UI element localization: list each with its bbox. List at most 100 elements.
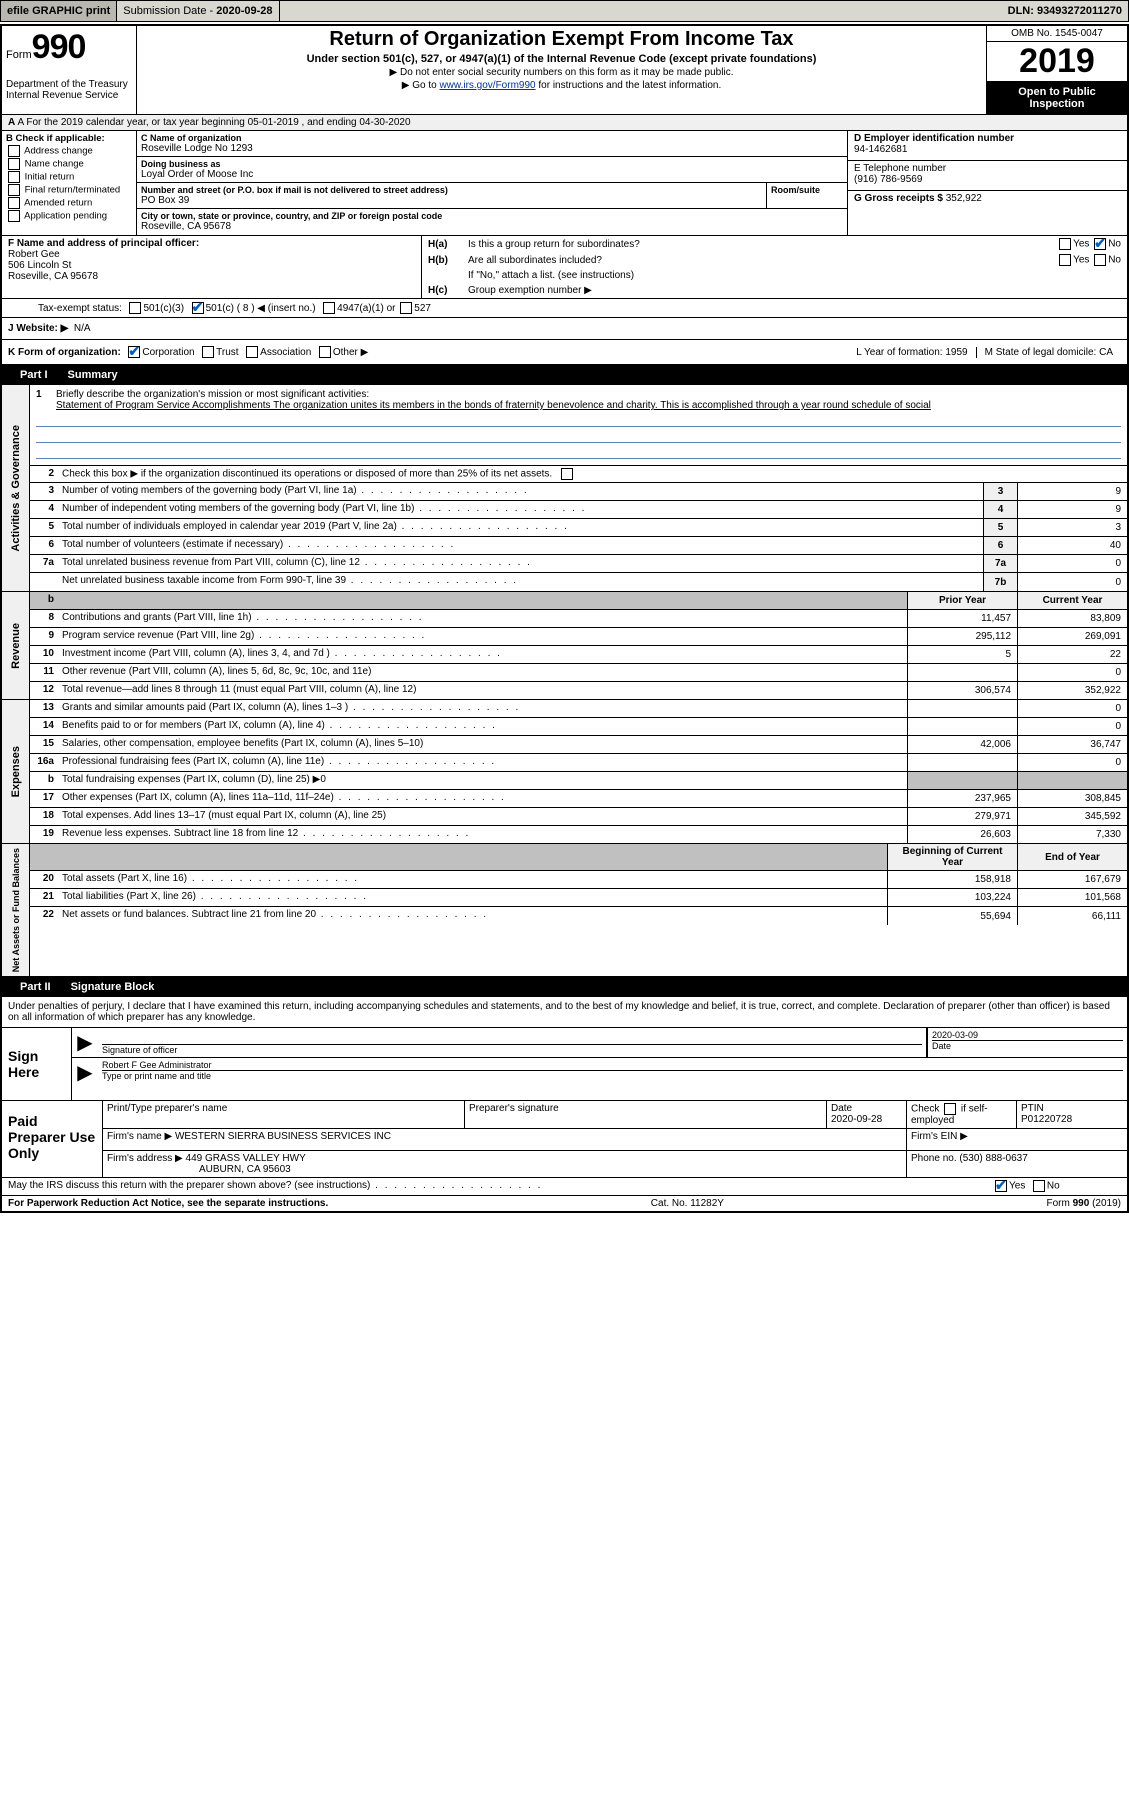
line-13-prior [907,700,1017,717]
cb-association[interactable] [246,346,258,358]
officer-name: Robert F Gee Administrator [102,1060,1123,1070]
irs-label: Internal Revenue Service [6,90,132,101]
efile-print-button[interactable]: efile GRAPHIC print [1,1,117,21]
line-20-end: 167,679 [1017,871,1127,888]
signature-intro: Under penalties of perjury, I declare th… [2,997,1127,1028]
box-f-officer: F Name and address of principal officer:… [2,236,422,298]
hb-no[interactable] [1094,254,1106,266]
gross-receipts-value: 352,922 [946,193,982,204]
omb-year-cell: OMB No. 1545-0047 2019 Open to PublicIns… [987,26,1127,114]
hb-question: Are all subordinates included? [468,255,602,266]
org-address: PO Box 39 [141,195,762,206]
form-title: Return of Organization Exempt From Incom… [141,28,982,51]
line-3-text: Number of voting members of the governin… [58,483,983,500]
line-8-curr: 83,809 [1017,610,1127,627]
cb-527[interactable] [400,302,412,314]
row-j-website: J Website: ▶ N/A [2,318,1127,340]
org-name: Roseville Lodge No 1293 [141,143,843,154]
vlabel-revenue: Revenue [8,619,24,673]
line-14-prior [907,718,1017,735]
cb-discontinued[interactable] [561,468,573,480]
arrow-icon-2: ▶ [72,1058,98,1086]
form-container: Form990 Department of the Treasury Inter… [0,24,1129,1213]
cb-501c[interactable] [192,302,204,314]
line-10-curr: 22 [1017,646,1127,663]
footer-mid: Cat. No. 11282Y [651,1198,724,1209]
box-b-checkboxes: B Check if applicable: Address change Na… [2,131,137,235]
form-id-cell: Form990 Department of the Treasury Inter… [2,26,137,114]
line-15-curr: 36,747 [1017,736,1127,753]
cb-other[interactable] [319,346,331,358]
line-22-text: Net assets or fund balances. Subtract li… [58,907,887,925]
row-a-taxyear: A A For the 2019 calendar year, or tax y… [2,115,1127,131]
part-2-header: Part IISignature Block [2,977,1127,997]
cb-address-change[interactable] [8,145,20,157]
cb-self-employed[interactable] [944,1103,956,1115]
line-12-text: Total revenue—add lines 8 through 11 (mu… [58,682,907,699]
line-11-text: Other revenue (Part VIII, column (A), li… [58,664,907,681]
discuss-question: May the IRS discuss this return with the… [2,1178,987,1195]
hb-yes[interactable] [1059,254,1071,266]
line-16a-prior [907,754,1017,771]
line-2: Check this box ▶ if the organization dis… [58,466,1127,482]
cb-4947[interactable] [323,302,335,314]
line-16a-text: Professional fundraising fees (Part IX, … [58,754,907,771]
line-20-beg: 158,918 [887,871,1017,888]
open-to-public: Open to PublicInspection [987,82,1127,114]
line-9-text: Program service revenue (Part VIII, line… [58,628,907,645]
line-17-prior: 237,965 [907,790,1017,807]
signature-officer-label: Signature of officer [102,1044,922,1055]
footer: For Paperwork Reduction Act Notice, see … [2,1196,1127,1211]
cb-amended-return[interactable] [8,197,20,209]
dept-treasury: Department of the Treasury [6,79,132,90]
line-7a-val: 0 [1017,555,1127,572]
cb-corporation[interactable] [128,346,140,358]
line-11-curr: 0 [1017,664,1127,681]
signature-date: 2020-03-09 [932,1030,1123,1040]
row-k-form-org: K Form of organization: Corporation Trus… [2,340,1127,365]
line-21-text: Total liabilities (Part X, line 26) [58,889,887,906]
hdr-end-year: End of Year [1017,844,1127,870]
line-20-text: Total assets (Part X, line 16) [58,871,887,888]
sign-here-label: Sign Here [2,1028,72,1100]
cb-501c3[interactable] [129,302,141,314]
prep-h1: Print/Type preparer's name [107,1103,227,1114]
line-5-val: 3 [1017,519,1127,536]
org-dba: Loyal Order of Moose Inc [141,169,843,180]
officer-name-label: Type or print name and title [102,1070,1123,1081]
line-11-prior [907,664,1017,681]
line-19-curr: 7,330 [1017,826,1127,843]
line-14-curr: 0 [1017,718,1127,735]
omb-number: OMB No. 1545-0047 [987,26,1127,42]
line-13-text: Grants and similar amounts paid (Part IX… [58,700,907,717]
line-9-prior: 295,112 [907,628,1017,645]
line-12-prior: 306,574 [907,682,1017,699]
line-17-curr: 308,845 [1017,790,1127,807]
firm-ein-label: Firm's EIN ▶ [907,1129,1127,1150]
hdr-beg-year: Beginning of Current Year [887,844,1017,870]
cb-application-pending[interactable] [8,210,20,222]
cb-initial-return[interactable] [8,171,20,183]
ptin-value: P01220728 [1021,1114,1072,1125]
discuss-no[interactable] [1033,1180,1045,1192]
line-6-text: Total number of volunteers (estimate if … [58,537,983,554]
cb-trust[interactable] [202,346,214,358]
line-4-val: 9 [1017,501,1127,518]
line-1-mission: 1Briefly describe the organization's mis… [30,385,1127,465]
line-21-beg: 103,224 [887,889,1017,906]
ha-yes[interactable] [1059,238,1071,250]
prep-date: 2020-09-28 [831,1114,882,1125]
line-7b-val: 0 [1017,573,1127,591]
irs-link[interactable]: www.irs.gov/Form990 [439,80,535,91]
firm-phone: (530) 888-0637 [959,1153,1027,1164]
cb-final-return[interactable] [8,184,20,196]
dln-label: DLN: 93493272011270 [1002,1,1128,21]
cb-name-change[interactable] [8,158,20,170]
hdr-prior-year: Prior Year [907,592,1017,609]
arrow-icon: ▶ [72,1028,98,1057]
firm-name: WESTERN SIERRA BUSINESS SERVICES INC [175,1131,391,1142]
paid-preparer-label: Paid Preparer Use Only [2,1101,102,1177]
ha-no[interactable] [1094,238,1106,250]
line-19-prior: 26,603 [907,826,1017,843]
discuss-yes[interactable] [995,1180,1007,1192]
